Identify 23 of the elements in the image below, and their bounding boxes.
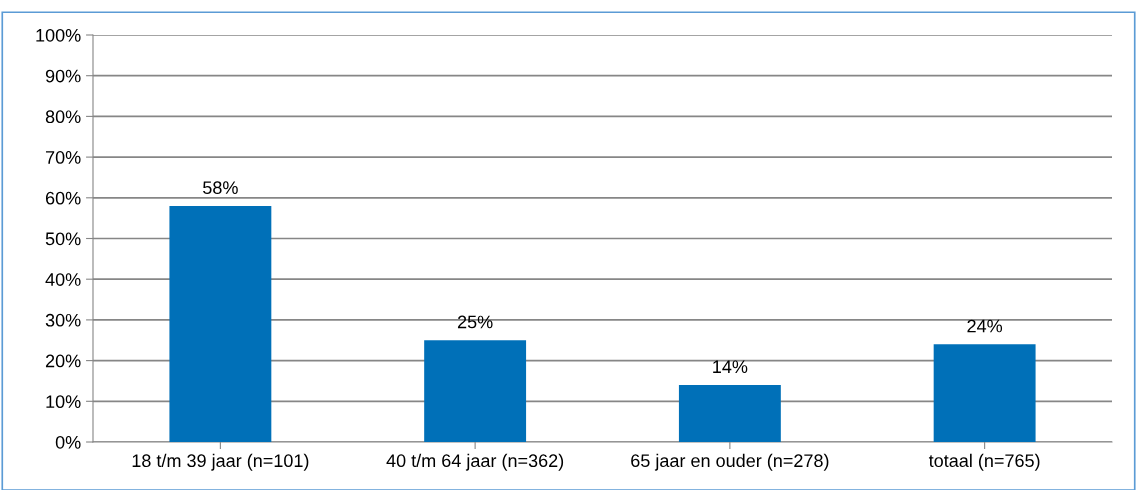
y-tick-label: 50%: [45, 232, 81, 246]
data-label: 14%: [713, 360, 748, 374]
y-tick-label: 70%: [45, 151, 81, 164]
x-tick-label: 65 jaar en ouder (n=278): [631, 453, 829, 471]
y-tick-label: 30%: [45, 313, 81, 327]
y-tick-label: 20%: [45, 354, 81, 368]
y-tick-label: 90%: [45, 69, 81, 83]
x-tick-label: totaal (n=765): [928, 453, 1040, 471]
data-label: 24%: [967, 319, 1003, 333]
bar: [424, 340, 527, 442]
x-tick-label: 40 t/m 64 jaar (n=362): [386, 453, 564, 471]
y-tick-label: 0%: [55, 435, 81, 449]
y-tick-label: 40%: [45, 273, 81, 286]
y-tick-label: 10%: [46, 395, 81, 409]
data-label: 25%: [457, 315, 493, 329]
y-tick-label: 80%: [45, 110, 81, 124]
data-label: 58%: [203, 181, 238, 195]
x-tick-label: 18 t/m 39 jaar (n=101): [132, 453, 309, 471]
y-tick-label: 60%: [45, 191, 81, 205]
bar: [678, 385, 781, 442]
y-tick-label: 100%: [36, 28, 81, 42]
bar: [169, 205, 272, 442]
bar: [933, 344, 1036, 442]
